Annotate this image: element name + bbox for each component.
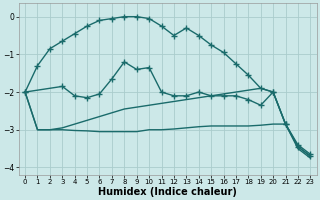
X-axis label: Humidex (Indice chaleur): Humidex (Indice chaleur)	[98, 187, 237, 197]
